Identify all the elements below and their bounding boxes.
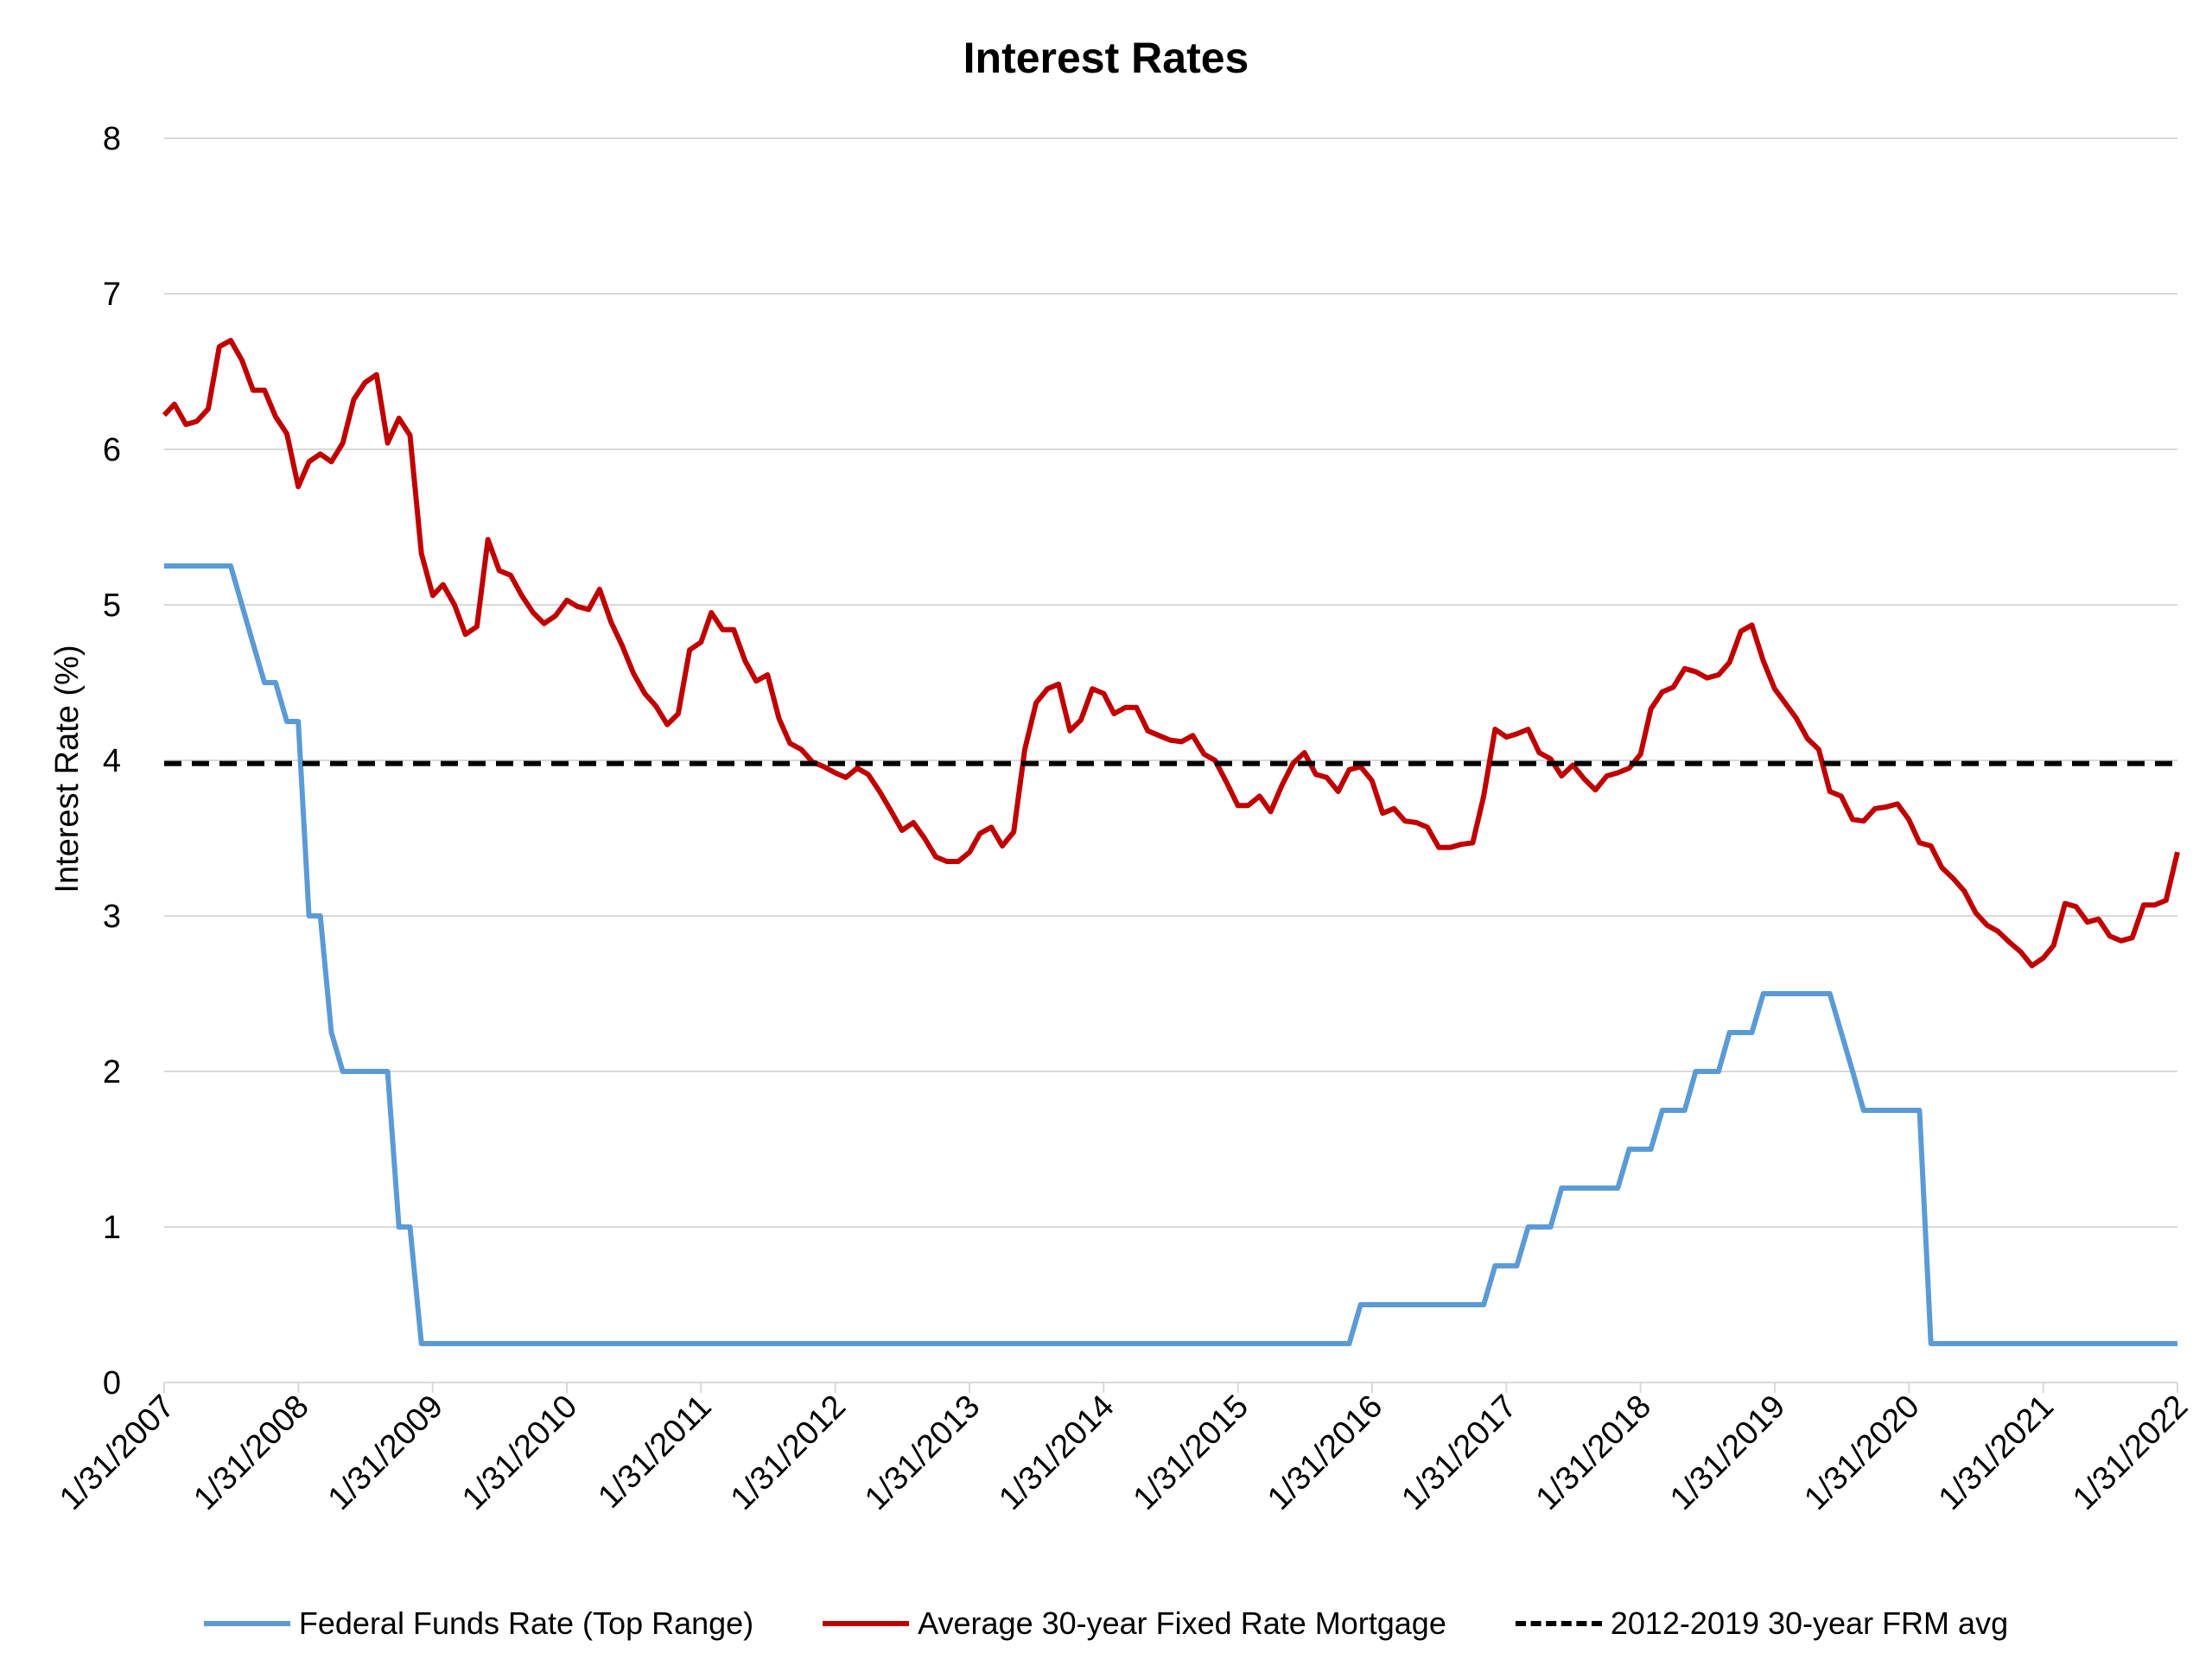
y-tick-label: 4 (103, 743, 121, 779)
chart-title: Interest Rates (963, 34, 1249, 82)
y-tick-label: 6 (103, 432, 121, 468)
legend-item: Federal Funds Rate (Top Range) (203, 1605, 754, 1642)
legend: Federal Funds Rate (Top Range) Average 30… (0, 1605, 2212, 1642)
legend-swatch (823, 1621, 910, 1626)
y-tick-label: 3 (103, 899, 121, 935)
x-tick-label: 1/31/2019 (1663, 1389, 1792, 1517)
y-tick-label: 1 (103, 1210, 121, 1246)
series-lines (162, 338, 2180, 1346)
x-tick-label: 1/31/2020 (1797, 1389, 1926, 1517)
x-tick-label: 1/31/2016 (1261, 1389, 1389, 1517)
x-tick-label: 1/31/2022 (2066, 1389, 2195, 1517)
x-tick-label: 1/31/2011 (591, 1389, 718, 1516)
x-tick-label: 1/31/2018 (1529, 1389, 1658, 1517)
legend-label: Average 30-year Fixed Rate Mortgage (918, 1605, 1446, 1641)
x-tick-label: 1/31/2014 (992, 1389, 1121, 1517)
y-tick-label: 2 (103, 1054, 121, 1090)
x-axis-ticks: 1/31/2007 1/31/2008 1/31/2009 1/31/2010 1/31… (53, 1382, 2195, 1517)
legend-item: Average 30-year Fixed Rate Mortgage (823, 1605, 1446, 1642)
x-tick-label: 1/31/2021 (1932, 1389, 2061, 1517)
legend-label: Federal Funds Rate (Top Range) (298, 1605, 754, 1641)
x-tick-label: 1/31/2012 (724, 1389, 853, 1517)
legend-label: 2012-2019 30-year FRM avg (1610, 1605, 2009, 1641)
legend-item: 2012-2019 30-year FRM avg (1515, 1605, 2009, 1642)
x-tick-label: 1/31/2009 (321, 1389, 450, 1517)
series-line-0 (164, 563, 2177, 1346)
x-tick-label: 1/31/2010 (455, 1389, 584, 1517)
series-line-1 (162, 338, 2180, 969)
x-tick-label: 1/31/2007 (53, 1389, 181, 1517)
y-axis-ticks: 0 1 2 3 4 5 6 7 8 (103, 121, 121, 1402)
y-tick-label: 0 (103, 1365, 121, 1402)
legend-swatch (1515, 1621, 1602, 1626)
x-tick-label: 1/31/2013 (858, 1389, 987, 1517)
x-tick-label: 1/31/2017 (1395, 1389, 1523, 1517)
y-axis-title: Interest Rate (%) (49, 645, 86, 893)
y-tick-label: 8 (103, 121, 121, 157)
legend-swatch (203, 1621, 290, 1626)
x-tick-label: 1/31/2015 (1127, 1389, 1255, 1517)
x-tick-label: 1/31/2008 (187, 1389, 315, 1517)
y-tick-label: 7 (103, 276, 121, 313)
y-tick-label: 5 (103, 588, 121, 624)
gridlines (164, 137, 2177, 1383)
